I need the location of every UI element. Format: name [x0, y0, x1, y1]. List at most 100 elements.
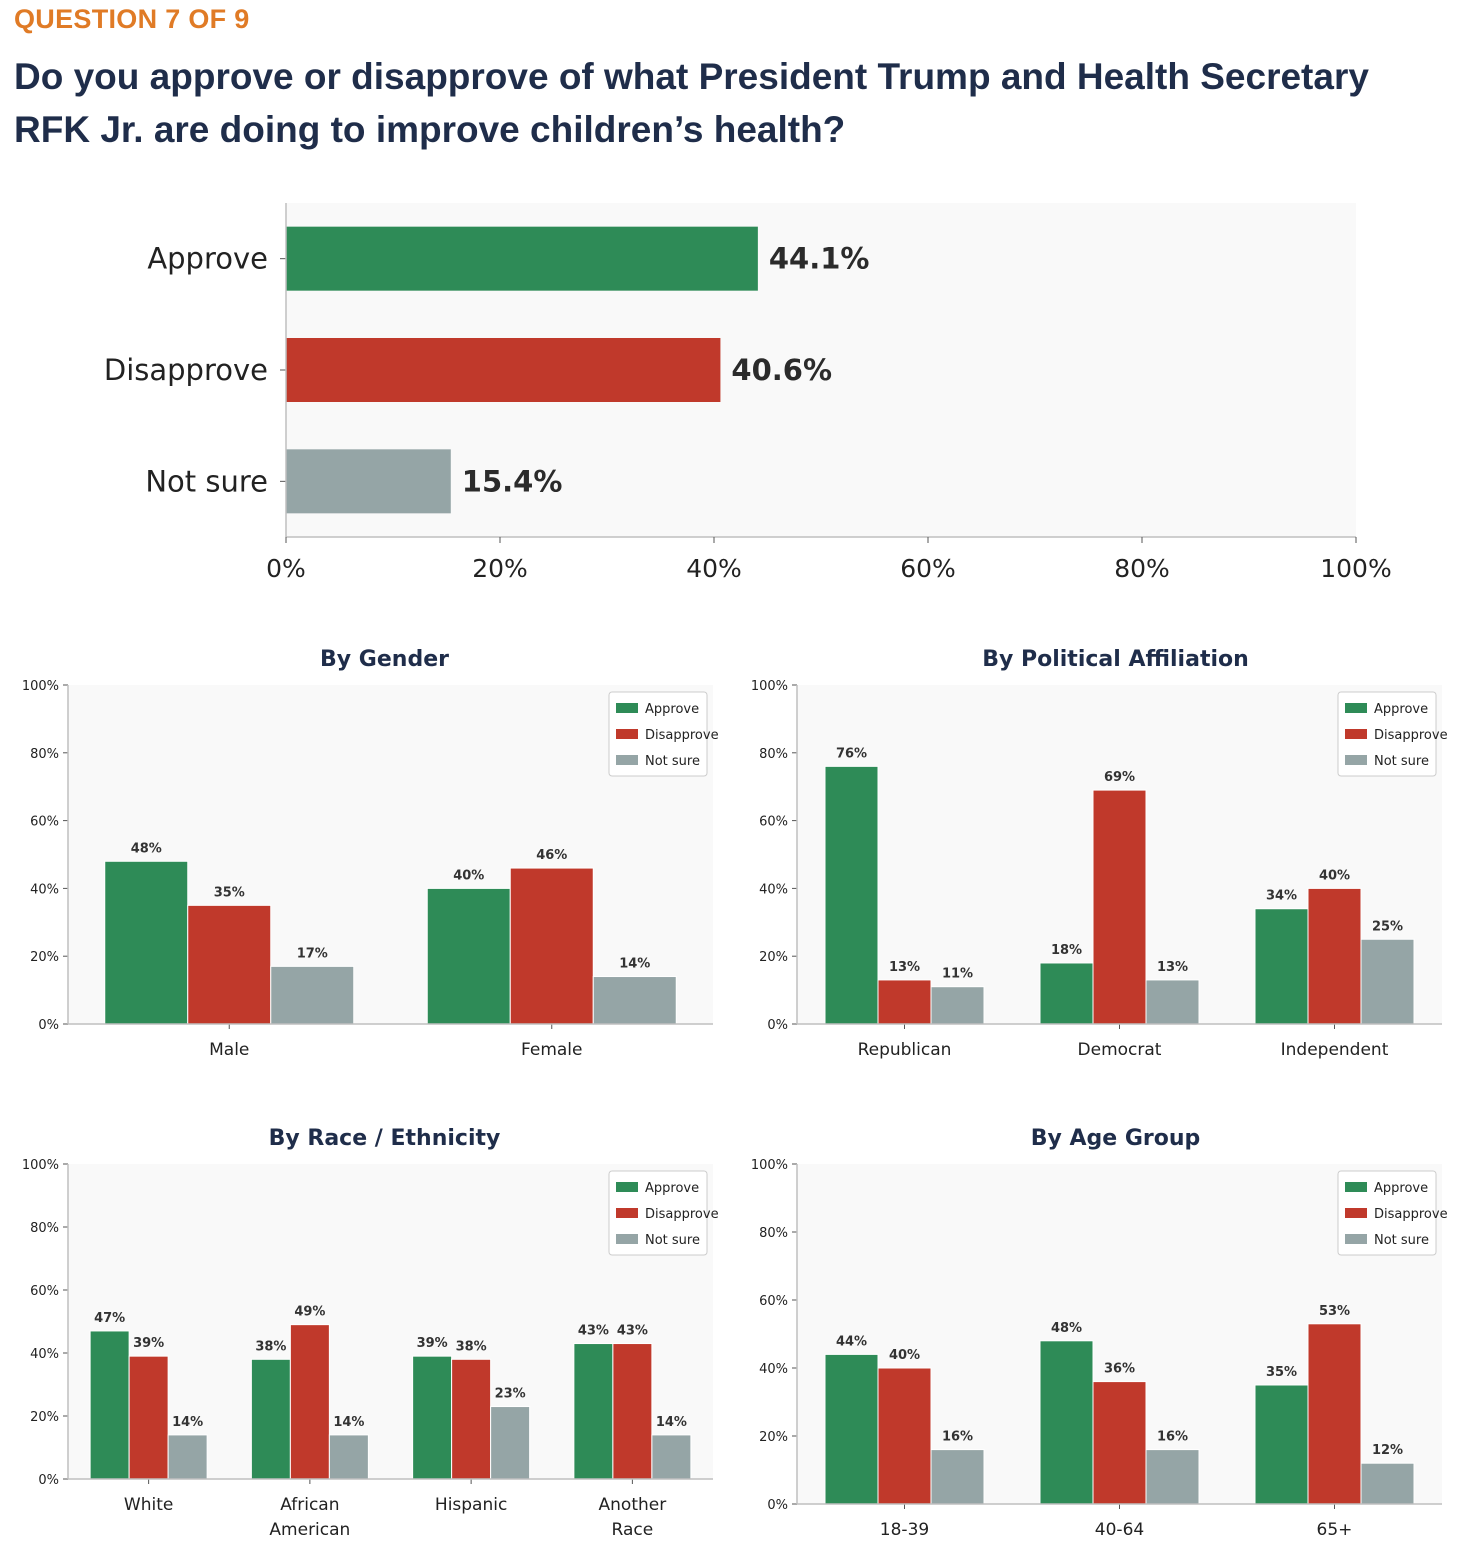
value-label-18-39-approve: 44%: [836, 1334, 867, 1349]
value-label-independent-not-sure: 25%: [1372, 919, 1403, 934]
value-label-white-approve: 47%: [94, 1311, 125, 1326]
legend-label-disapprove: Disapprove: [645, 728, 719, 743]
legend-label-approve: Approve: [1374, 702, 1428, 717]
legend-swatch-not-sure: [616, 1234, 638, 1244]
bar-white-approve: [89, 1330, 130, 1480]
value-label-republican-not-sure: 11%: [942, 967, 973, 982]
legend-swatch-approve: [1345, 1182, 1367, 1192]
value-label-65-not-sure: 12%: [1372, 1443, 1403, 1458]
legend-swatch-disapprove: [1345, 1208, 1367, 1218]
y-tick-label: 100%: [751, 679, 788, 694]
legend-swatch-disapprove: [616, 1208, 638, 1218]
bar-independent-approve: [1254, 908, 1309, 1025]
bar-another-race-not-sure: [651, 1434, 692, 1480]
bar-male-not-sure: [270, 965, 355, 1025]
y-tick-label: 60%: [30, 815, 59, 830]
legend-swatch-approve: [616, 703, 638, 713]
chart-title: By Race / Ethnicity: [269, 1126, 501, 1151]
category-label-hispanic: Hispanic: [435, 1495, 507, 1515]
by-gender-chart: By Gender 0% 20% 40% 60% 80% 100% 48% 35% 17% Male…: [22, 647, 719, 1060]
legend-swatch-approve: [1345, 703, 1367, 713]
legend-label-not-sure: Not sure: [645, 754, 700, 769]
y-tick-label: 40%: [759, 1362, 788, 1377]
y-tick-label: 60%: [759, 815, 788, 830]
category-label-white: White: [124, 1495, 173, 1515]
category-label-not-sure: Not sure: [145, 464, 268, 498]
bar-disapprove: [286, 338, 721, 402]
category-label-40-64: 40-64: [1095, 1520, 1144, 1540]
by-age-group-chart: By Age Group 0% 20% 40% 60% 80% 100% 44% 40% 16% 1…: [751, 1126, 1448, 1540]
value-label-white-disapprove: 39%: [133, 1336, 164, 1351]
bar-65-not-sure: [1360, 1462, 1415, 1505]
value-label-african-american-approve: 38%: [255, 1339, 286, 1354]
bar-independent-not-sure: [1360, 938, 1415, 1025]
x-tick-label: 0%: [266, 554, 306, 583]
value-label-male-approve: 48%: [131, 841, 162, 856]
bar-white-not-sure: [167, 1434, 208, 1480]
y-tick-label: 20%: [759, 1430, 788, 1445]
y-tick-label: 0%: [38, 1473, 59, 1488]
bar-40-64-approve: [1039, 1340, 1094, 1505]
y-tick-label: 40%: [30, 882, 59, 897]
bar-african-american-approve: [250, 1358, 291, 1480]
x-tick-label: 20%: [472, 554, 528, 583]
bar-18-39-approve: [824, 1353, 879, 1505]
chart-title: By Age Group: [1031, 1126, 1201, 1151]
bar-40-64-not-sure: [1145, 1449, 1200, 1505]
value-label-40-64-approve: 48%: [1051, 1321, 1082, 1336]
legend: Approve Disapprove Not sure: [1337, 1170, 1448, 1256]
value-label-female-disapprove: 46%: [536, 848, 567, 863]
bar-independent-disapprove: [1307, 887, 1362, 1025]
bar-approve: [286, 226, 758, 291]
question-number: QUESTION 7 OF 9: [14, 4, 250, 34]
bar-18-39-disapprove: [877, 1367, 932, 1505]
bar-democrat-approve: [1039, 962, 1094, 1025]
bar-hispanic-not-sure: [490, 1406, 531, 1480]
legend-swatch-not-sure: [1345, 1234, 1367, 1244]
value-label-approve: 44.1%: [769, 242, 870, 276]
value-label-female-not-sure: 14%: [619, 957, 650, 972]
y-tick-label: 60%: [759, 1294, 788, 1309]
y-tick-label: 0%: [767, 1018, 788, 1033]
y-tick-label: 80%: [30, 1221, 59, 1236]
value-label-not-sure: 15.4%: [462, 464, 563, 498]
value-label-18-39-not-sure: 16%: [942, 1430, 973, 1445]
x-tick-label: 40%: [686, 554, 742, 583]
value-label-hispanic-approve: 39%: [417, 1336, 448, 1351]
legend-swatch-not-sure: [616, 755, 638, 765]
category-label-female: Female: [521, 1040, 582, 1060]
bar-another-race-approve: [573, 1343, 614, 1480]
value-label-republican-approve: 76%: [836, 746, 867, 761]
legend-label-not-sure: Not sure: [645, 1233, 700, 1248]
legend-label-approve: Approve: [645, 1181, 699, 1196]
legend-label-not-sure: Not sure: [1374, 1233, 1429, 1248]
bar-18-39-not-sure: [930, 1449, 985, 1505]
y-tick-label: 80%: [759, 1226, 788, 1241]
legend: Approve Disapprove Not sure: [1337, 691, 1448, 777]
bar-female-disapprove: [509, 867, 594, 1025]
bar-african-american-disapprove: [289, 1324, 330, 1480]
category-label-african-american: African American: [269, 1495, 350, 1540]
y-tick-label: 100%: [22, 1158, 59, 1173]
bar-another-race-disapprove: [612, 1343, 653, 1480]
legend-label-disapprove: Disapprove: [1374, 728, 1448, 743]
value-label-disapprove: 40.6%: [731, 353, 832, 387]
legend-swatch-disapprove: [616, 729, 638, 739]
bar-female-not-sure: [592, 976, 677, 1025]
y-tick-label: 60%: [30, 1284, 59, 1299]
value-label-male-not-sure: 17%: [297, 946, 328, 961]
value-label-democrat-approve: 18%: [1051, 943, 1082, 958]
bar-65-disapprove: [1307, 1323, 1362, 1505]
legend: Approve Disapprove Not sure: [608, 1170, 719, 1256]
y-tick-label: 40%: [759, 882, 788, 897]
category-label-65: 65+: [1317, 1520, 1353, 1540]
value-label-african-american-not-sure: 14%: [333, 1415, 364, 1430]
y-tick-label: 20%: [759, 950, 788, 965]
bar-democrat-disapprove: [1092, 789, 1147, 1025]
value-label-republican-disapprove: 13%: [889, 960, 920, 975]
by-race-ethnicity-chart: By Race / Ethnicity 0% 20% 40% 60% 80% 100% 47%…: [22, 1126, 719, 1540]
value-label-another-race-disapprove: 43%: [617, 1324, 648, 1339]
value-label-white-not-sure: 14%: [172, 1415, 203, 1430]
y-tick-label: 100%: [22, 679, 59, 694]
value-label-hispanic-not-sure: 23%: [495, 1387, 526, 1402]
